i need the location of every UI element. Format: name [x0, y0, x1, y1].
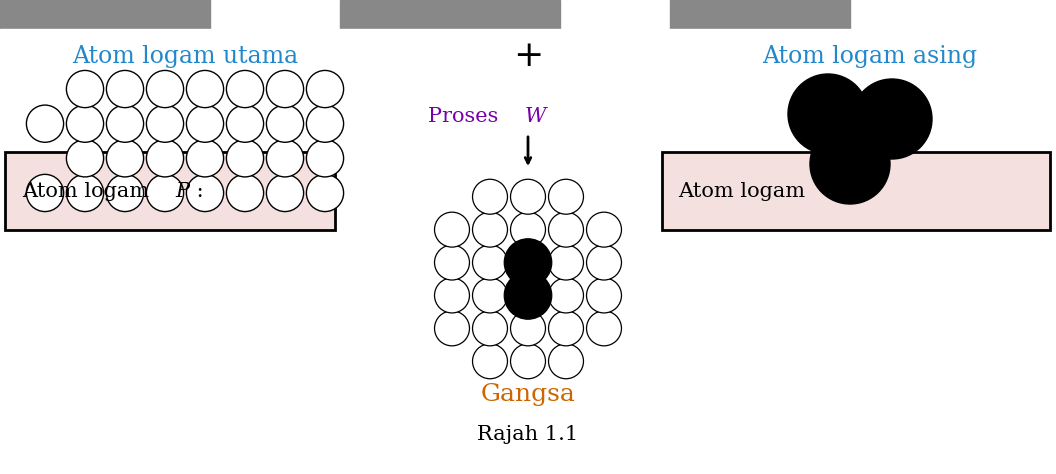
Circle shape: [434, 278, 470, 313]
Circle shape: [67, 140, 103, 177]
Circle shape: [266, 105, 304, 142]
Circle shape: [548, 278, 584, 313]
Circle shape: [147, 140, 184, 177]
Circle shape: [187, 174, 224, 211]
Circle shape: [472, 344, 508, 379]
Circle shape: [147, 174, 184, 211]
Text: :: :: [846, 182, 860, 201]
Circle shape: [226, 105, 264, 142]
Circle shape: [226, 140, 264, 177]
Circle shape: [548, 212, 584, 247]
Circle shape: [505, 239, 551, 286]
Circle shape: [510, 344, 546, 379]
Bar: [340, 0, 560, 44]
Text: :: :: [190, 182, 204, 201]
Circle shape: [26, 105, 63, 142]
Text: Atom logam: Atom logam: [22, 182, 155, 201]
Circle shape: [548, 311, 584, 346]
Circle shape: [472, 212, 508, 247]
Text: Atom logam asing: Atom logam asing: [762, 45, 978, 67]
Circle shape: [548, 245, 584, 280]
Circle shape: [107, 140, 144, 177]
Circle shape: [434, 212, 470, 247]
Circle shape: [147, 71, 184, 108]
Circle shape: [472, 179, 508, 214]
Text: Atom logam: Atom logam: [678, 182, 812, 201]
Circle shape: [26, 174, 63, 211]
Bar: [670, 0, 850, 44]
Circle shape: [510, 311, 546, 346]
Text: Proses: Proses: [428, 107, 505, 126]
Circle shape: [510, 212, 546, 247]
Circle shape: [810, 124, 890, 204]
Circle shape: [226, 174, 264, 211]
Circle shape: [266, 71, 304, 108]
Circle shape: [187, 71, 224, 108]
Circle shape: [852, 79, 932, 159]
Circle shape: [67, 71, 103, 108]
Circle shape: [434, 311, 470, 346]
Text: Rajah 1.1: Rajah 1.1: [477, 425, 579, 444]
Circle shape: [147, 105, 184, 142]
Circle shape: [107, 174, 144, 211]
Circle shape: [472, 245, 508, 280]
Text: W: W: [525, 107, 547, 126]
Circle shape: [266, 140, 304, 177]
Circle shape: [187, 140, 224, 177]
Bar: [662, 152, 1050, 230]
Circle shape: [548, 179, 584, 214]
Text: Q: Q: [831, 182, 848, 201]
Bar: [5, 152, 335, 230]
Circle shape: [187, 105, 224, 142]
Circle shape: [788, 74, 868, 154]
Circle shape: [505, 272, 551, 319]
Circle shape: [548, 344, 584, 379]
Circle shape: [306, 71, 343, 108]
Circle shape: [306, 174, 343, 211]
Circle shape: [472, 278, 508, 313]
Circle shape: [434, 245, 470, 280]
Circle shape: [306, 105, 343, 142]
Circle shape: [586, 278, 622, 313]
Circle shape: [586, 212, 622, 247]
Circle shape: [586, 311, 622, 346]
Circle shape: [67, 105, 103, 142]
Circle shape: [107, 71, 144, 108]
Circle shape: [266, 174, 304, 211]
Circle shape: [107, 105, 144, 142]
Text: P: P: [175, 182, 189, 201]
Bar: [0, 0, 210, 44]
Text: Gangsa: Gangsa: [480, 383, 576, 405]
Circle shape: [306, 140, 343, 177]
Text: Atom logam utama: Atom logam utama: [72, 45, 298, 67]
Circle shape: [226, 71, 264, 108]
Circle shape: [472, 311, 508, 346]
Circle shape: [586, 245, 622, 280]
Circle shape: [67, 174, 103, 211]
Circle shape: [510, 179, 546, 214]
Text: +: +: [513, 39, 543, 73]
